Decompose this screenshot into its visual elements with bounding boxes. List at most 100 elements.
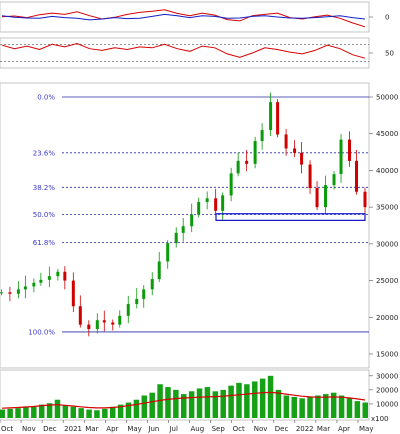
x-tick-label: Sep [212,425,226,433]
rsi-panel [0,37,370,69]
volume-bar [7,408,13,418]
macd-chart: 0 [1,9,389,28]
volume-bar [78,408,84,418]
volume-bar [275,389,282,418]
volume-bar [291,396,297,418]
candle-body [0,292,3,294]
price-tick-label: 15000 [376,350,398,358]
candle-body [260,130,264,142]
candle-body [324,185,328,208]
candle-body [181,226,185,233]
candle-body [269,102,273,131]
volume-bar [315,395,321,418]
candle-body [135,298,139,305]
volume-bar [141,395,148,418]
candle-body [126,304,130,316]
candle-body [315,188,319,208]
candle-body [229,173,233,196]
candle-body [348,139,352,161]
volume-bar [220,389,226,418]
volume-bar [54,399,61,418]
volume-tick-label: 20000 [376,386,398,394]
volume-bar [212,391,219,418]
rsi-tick-label: 50 [385,50,394,58]
candle-body [23,286,27,290]
candle-body [8,292,12,294]
volume-bar [70,406,77,418]
candle-body [63,271,67,281]
price-tick-label: 45000 [376,130,398,138]
candle-body [111,322,115,325]
volume-bar [299,398,305,418]
volume-bar [157,384,163,418]
support-zone-box [215,213,366,221]
x-tick-label: Dec [43,425,57,433]
volume-moving-average-line [1,391,366,409]
x-tick-label: Mar [317,425,330,433]
x-tick-label: Jun [147,425,159,433]
x-tick-label: Dec [275,425,289,433]
volume-bar [173,389,179,418]
macd-series-line [1,13,366,21]
candle-body [102,320,106,323]
candle-body [174,232,178,244]
volume-bar [330,392,337,418]
volume-tick-label: 30000 [376,372,398,380]
volume-bar [133,399,140,418]
volume-bar [196,388,203,418]
volume-tick-label: 10000 [376,400,398,408]
candle-body [150,279,154,290]
volume-scale-label: x100 [371,415,389,423]
x-tick-label: May [127,425,141,433]
volume-bar [346,398,353,418]
volume-bar [38,404,45,418]
volume-bar [236,382,242,418]
volume-bar [252,381,258,418]
price-tick-label: 35000 [376,204,398,212]
volume-bar [188,391,195,418]
fibonacci-level-label: 23.6% [33,149,56,157]
candle-body [87,324,91,330]
candle-body [332,174,336,186]
candle-body [205,198,209,203]
volume-bar [23,407,29,418]
candle-body [157,261,161,280]
candle-body [300,152,304,165]
price-tick-label: 40000 [376,167,398,175]
candle-body [78,306,82,325]
volume-bar [15,408,21,418]
candle-body [71,280,75,307]
candle-body [118,315,122,325]
volume-bar [62,405,69,418]
candle-body [16,289,20,294]
volume-bar [283,395,290,418]
x-tick-label: Aug [191,425,205,433]
x-tick-label: Nov [254,425,268,433]
candle-body [355,160,359,192]
volume-bar [46,403,53,418]
candle-body [32,282,36,287]
candle-body [339,139,343,175]
volume-bar [323,394,329,418]
x-tick-label: Jul [168,425,178,433]
candle-body [221,195,225,211]
x-tick-label: Oct [1,425,13,433]
volume-bar [102,408,108,418]
x-axis: Oct Nov Dec 2021 Mar Apr May Jun Jul Aug Sep Oct Nov… [0,420,373,433]
candle-body [308,164,312,189]
rsi-series-line [1,42,366,59]
price-tick-label: 30000 [376,240,398,248]
volume-bar [165,387,171,418]
x-tick-label: 2021 [64,425,82,433]
fibonacci-level-label: 100.0% [28,328,55,336]
x-tick-label: Mar [85,425,98,433]
price-tick-label: 50000 [376,94,398,102]
candle-body [142,289,146,299]
volume-bar [362,402,368,418]
volume-bar [181,394,187,418]
candle-body [276,102,280,135]
volume-bar [354,401,361,418]
candle-body [95,320,99,330]
candle-body [56,271,60,277]
